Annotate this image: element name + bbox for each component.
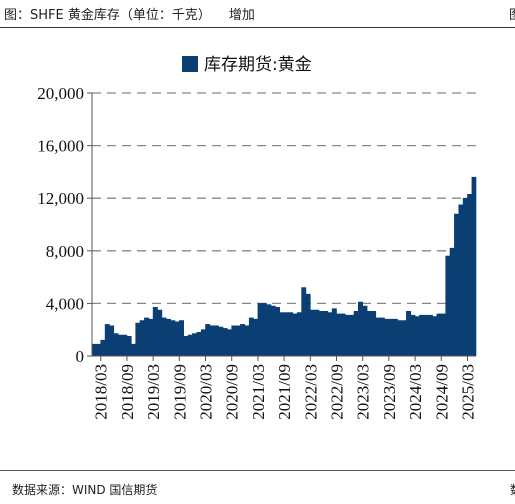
x-tick-label-12: 2024/03 [406, 364, 425, 420]
x-tick-label-9: 2022/09 [328, 364, 347, 420]
y-tick-labels: 0 4,000 8,000 12,000 16,000 20,000 [37, 84, 92, 366]
x-tick-label-11: 2023/09 [380, 364, 399, 420]
clipped-footer-glyph: 数 [510, 481, 515, 498]
y-tick-label-5: 20,000 [37, 84, 84, 103]
y-tick-label-0: 0 [76, 347, 85, 366]
top-divider [0, 27, 515, 28]
y-tick-label-1: 4,000 [46, 294, 84, 313]
figure-tag: 增加 [228, 8, 255, 23]
x-tick-label-7: 2021/09 [275, 364, 294, 420]
y-tick-label-2: 8,000 [46, 242, 84, 261]
x-tick-label-3: 2019/09 [170, 364, 189, 420]
source-note: 数据来源：WIND 国信期货 [12, 483, 158, 497]
legend-label: 库存期货:黄金 [204, 55, 312, 75]
y-tick-label-4: 16,000 [37, 137, 84, 156]
figure-title-text: 图：SHFE 黄金库存（单位：千克） [4, 8, 211, 23]
x-tick-label-8: 2022/03 [301, 364, 320, 420]
clipped-header-glyph: 图 [509, 4, 515, 23]
x-tick-label-14: 2025/03 [458, 364, 477, 420]
figure-title: 图：SHFE 黄金库存（单位：千克） 增加 [4, 4, 255, 23]
y-gridlines [92, 92, 476, 305]
x-tick-label-6: 2021/03 [249, 364, 268, 420]
x-tick-label-13: 2024/09 [432, 364, 451, 420]
x-tick-label-1: 2018/09 [118, 364, 137, 420]
legend-swatch [182, 56, 198, 72]
y-tick-label-3: 12,000 [37, 189, 84, 208]
area-series [91, 176, 477, 357]
x-tick-label-2: 2019/03 [144, 364, 163, 420]
x-tick-label-5: 2020/09 [223, 364, 242, 420]
x-tick-labels: 2018/03 2018/09 2019/03 2019/09 2020/03 2020/… [92, 356, 477, 420]
chart-legend: 库存期货:黄金 [182, 55, 312, 75]
x-tick-label-0: 2018/03 [92, 364, 111, 420]
area-fill [91, 176, 477, 357]
x-tick-label-10: 2023/03 [354, 364, 373, 420]
gold-inventory-chart: 库存期货:黄金 0 4,000 8,000 12,000 16,000 20,000 20… [37, 55, 477, 420]
x-tick-label-4: 2020/03 [197, 364, 216, 420]
bottom-divider [0, 470, 515, 471]
